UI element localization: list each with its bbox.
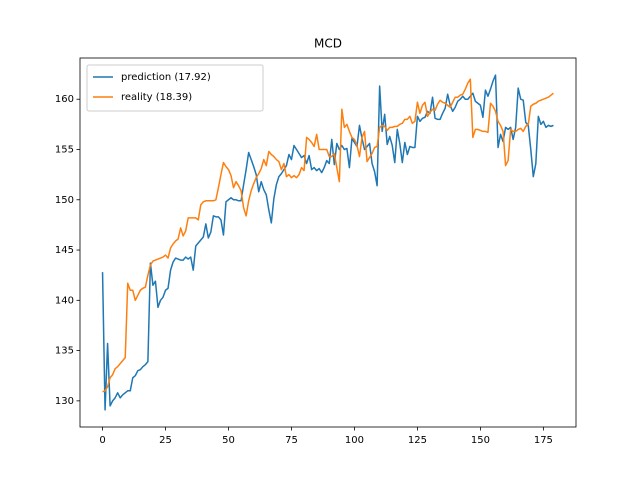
x-tick-label: 125 xyxy=(408,435,427,446)
plot-frame xyxy=(79,57,577,428)
chart-title: MCD xyxy=(314,37,342,51)
legend: prediction (17.92) reality (18.39) xyxy=(86,64,264,112)
data-line xyxy=(102,78,554,393)
x-tick-label: 75 xyxy=(285,435,298,446)
x-tick-label: 0 xyxy=(99,435,105,446)
x-tick-label: 175 xyxy=(534,435,553,446)
y-tick-label: 155 xyxy=(55,144,74,155)
y-tick-label: 135 xyxy=(55,346,74,357)
y-tick-label: 160 xyxy=(55,94,74,105)
x-tick-label: 150 xyxy=(471,435,490,446)
data-line xyxy=(101,74,554,411)
y-tick-label: 130 xyxy=(55,396,74,407)
y-tick-label: 145 xyxy=(55,245,74,256)
x-tick-label: 100 xyxy=(345,435,364,446)
legend-label: prediction (17.92) xyxy=(121,72,211,83)
y-tick-label: 150 xyxy=(55,195,74,206)
legend-label: reality (18.39) xyxy=(121,92,192,103)
x-tick-label: 50 xyxy=(222,435,235,446)
x-tick-label: 25 xyxy=(159,435,172,446)
legend-box xyxy=(86,64,264,112)
y-tick-label: 140 xyxy=(55,295,74,306)
